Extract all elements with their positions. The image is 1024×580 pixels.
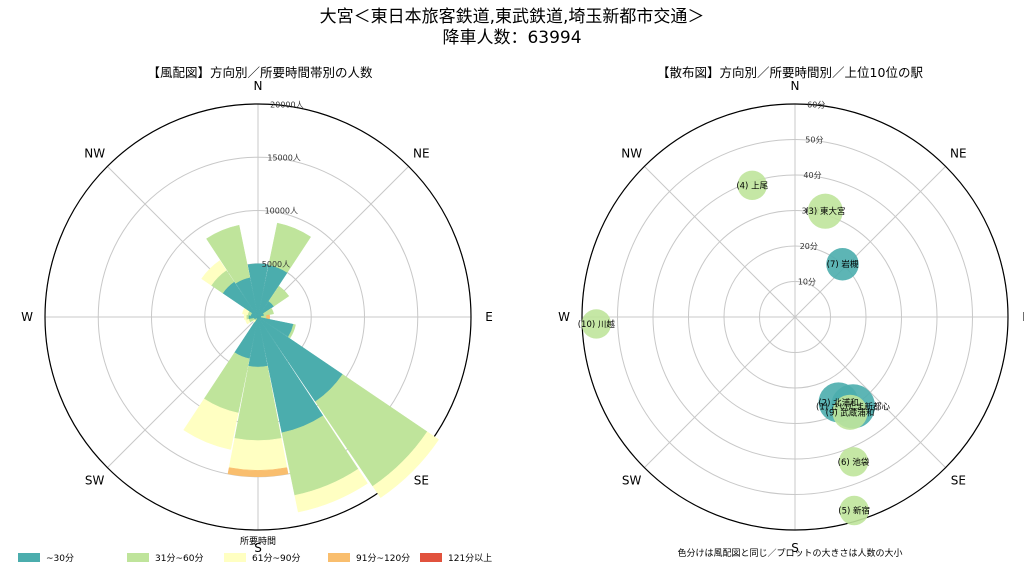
wind-rose-radial-tick-label: 20000人	[270, 100, 303, 109]
scatter-direction-label: S	[791, 541, 799, 555]
wind-rose-direction-label: SE	[414, 473, 429, 487]
wind-rose-title: 【風配図】方向別／所要時間帯別の人数	[147, 65, 373, 80]
legend-swatch	[127, 553, 149, 562]
legend-title: 所要時間	[240, 536, 276, 547]
wind-rose-direction-label: S	[254, 541, 262, 555]
scatter-grid-spoke	[794, 316, 946, 468]
scatter-point	[839, 495, 869, 526]
wind-rose-grid-spoke	[107, 316, 259, 468]
scatter-point-label: (5) 新宿	[838, 506, 870, 517]
legend-label: 121分以上	[448, 553, 492, 564]
scatter-grid-spoke	[644, 166, 796, 318]
scatter-direction-label: NE	[950, 147, 967, 161]
scatter-outer-frame	[581, 103, 1009, 531]
legend-label: ~30分	[46, 553, 74, 564]
wind-rose-bar-ESE-band-2	[287, 324, 296, 339]
wind-rose-bar-E-band-4	[266, 314, 270, 320]
scatter-direction-label: NW	[621, 147, 642, 161]
scatter-point-label: (3) 東大宮	[805, 206, 845, 217]
wind-rose-radial-tick-label: 15000人	[267, 153, 300, 162]
scatter-point-label: (1) さいたま新都心	[816, 401, 890, 412]
scatter-radial-tick-label: 20分	[800, 242, 818, 251]
scatter-grid-spoke	[644, 316, 796, 468]
wind-rose-bar-W-band-3	[243, 314, 247, 320]
scatter-radial-tick-label: 40分	[803, 171, 821, 180]
scatter-point	[581, 309, 612, 339]
legend-swatch	[420, 553, 442, 562]
legend: ~30分 31分~60分 61分~90分 91分~120分 121分以上	[18, 553, 492, 564]
scatter-title: 【散布図】方向別／所要時間別／上位10位の駅	[657, 65, 923, 80]
wind-rose-bar-ENE-band-2	[262, 307, 274, 317]
scatter-point	[807, 193, 843, 229]
wind-rose-chart: N NE E SE S SW W NW 5000人 10000人 15000人 20000人	[21, 79, 493, 555]
wind-rose-bar-SSE-band-3	[294, 468, 368, 513]
scatter-point-label: (4) 上尾	[736, 181, 768, 191]
scatter-note: 色分けは風配図と同じ／プロットの大きさは人数の大小	[677, 547, 902, 559]
wind-rose-bar-NW-band-3	[201, 260, 227, 286]
wind-rose-bar-SE-band-3	[372, 431, 440, 499]
wind-rose-direction-label: N	[254, 79, 263, 93]
wind-rose-bar-NE-band-2	[268, 285, 290, 307]
wind-rose-bar-NNW-band-2	[206, 224, 251, 284]
figure-title-line1: 大宮＜東日本旅客鉄道,東武鉄道,埼玉新都市交通＞	[320, 7, 705, 27]
scatter-direction-label: N	[791, 79, 800, 93]
wind-rose-direction-label: NE	[413, 147, 430, 161]
scatter-direction-label: W	[558, 310, 570, 324]
scatter-direction-label: E	[1022, 310, 1024, 324]
scatter-point	[838, 447, 869, 477]
legend-swatch	[18, 553, 40, 562]
scatter-point	[826, 248, 859, 281]
legend-swatch	[224, 553, 246, 562]
scatter-point	[832, 394, 868, 430]
wind-rose-radial-tick-label: 5000人	[262, 260, 290, 269]
wind-rose-radial-tick-label: 10000人	[265, 207, 298, 216]
scatter-radial-tick-label: 10分	[798, 278, 816, 287]
polar-scatter-chart: NNEESESSWWNW10分20分30分40分50分60分(1) さいたま新都…	[558, 79, 1024, 555]
wind-rose-bar-S-band-4	[227, 467, 289, 477]
scatter-direction-label: SW	[622, 473, 642, 487]
wind-rose-bar-S-band-3	[228, 438, 288, 471]
scatter-direction-label: SE	[951, 473, 966, 487]
scatter-point-label: (9) 武蔵浦和	[826, 407, 875, 418]
scatter-point-label: (6) 池袋	[838, 457, 870, 468]
scatter-point-label: (10) 川越	[578, 319, 616, 330]
scatter-point-label: (2) 北浦和	[818, 397, 858, 408]
wind-rose-bar-SSW-band-3	[183, 398, 239, 450]
wind-rose-direction-label: W	[21, 310, 33, 324]
wind-rose-bar-NNE-band-2	[268, 222, 312, 273]
wind-rose-direction-label: E	[485, 310, 493, 324]
scatter-point-label: (7) 岩槻	[827, 259, 859, 270]
wind-rose-direction-label: NW	[84, 147, 105, 161]
scatter-point	[737, 170, 767, 201]
wind-rose-bar-N-band-1	[247, 263, 269, 318]
wind-rose-direction-label: SW	[85, 473, 105, 487]
legend-label: 91分~120分	[356, 553, 410, 564]
wind-rose-outer-frame	[44, 103, 472, 531]
figure-title-line2: 降車人数：63994	[442, 28, 581, 48]
scatter-grid-spoke	[794, 166, 946, 318]
legend-label: 31分~60分	[155, 553, 203, 564]
scatter-radial-tick-label: 60分	[807, 100, 825, 109]
legend-swatch	[328, 553, 350, 562]
scatter-radial-tick-label: 50分	[805, 136, 823, 145]
legend-label: 61分~90分	[252, 553, 300, 564]
